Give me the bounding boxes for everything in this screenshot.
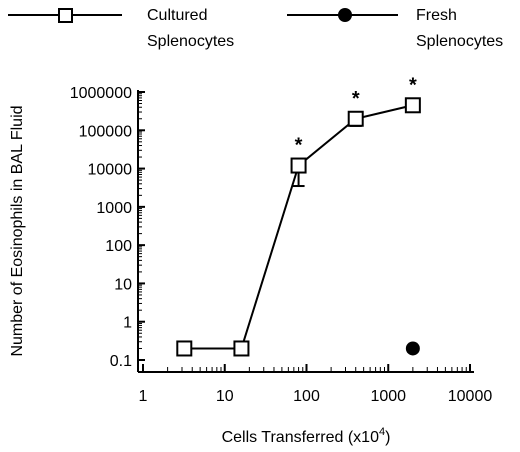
legend-marker-open-square: [58, 8, 73, 23]
series-fresh: [405, 341, 420, 356]
legend-label-cultured-line2: Splenocytes: [147, 33, 234, 50]
legend-item-fresh: Fresh Splenocytes: [287, 7, 503, 50]
y-tick-label: 1000000: [70, 85, 132, 102]
significance-asterisk: *: [409, 74, 417, 96]
legend-label-fresh-line2: Splenocytes: [416, 33, 503, 50]
data-point-square: [290, 157, 307, 174]
y-tick-label: 100: [105, 238, 132, 255]
legend-label-cultured-line1: Cultured: [147, 7, 207, 24]
x-tick-label: 10: [216, 388, 234, 405]
x-tick-label: 1000: [370, 388, 406, 405]
axes: 0.1 1 10 100 1000 10000 100000 1000000 1 10 100 10…: [70, 85, 493, 405]
legend-item-cultured: Cultured Splenocytes: [8, 7, 234, 50]
legend: Cultured Splenocytes Fresh Splenocytes: [8, 7, 503, 50]
data-point-circle: [405, 341, 420, 356]
y-axis-title: Number of Eosinophils in BAL Fluid: [9, 105, 26, 356]
y-tick-label: 1: [123, 315, 132, 332]
y-tick-label: 1000: [96, 200, 132, 217]
x-axis-title-exponent: 4: [379, 426, 385, 438]
x-ticks: 1 10 100 1000 10000: [139, 364, 493, 405]
significance-asterisk: *: [352, 88, 360, 110]
legend-label-fresh-line1: Fresh: [416, 7, 457, 24]
data-point-square: [404, 97, 421, 114]
significance-asterisk: *: [295, 135, 303, 157]
data-point-square: [233, 340, 250, 357]
x-axis-title-close: ): [385, 429, 390, 446]
plot-area: * * *: [176, 74, 421, 357]
x-tick-label: 1: [139, 388, 148, 405]
x-tick-label: 10000: [448, 388, 493, 405]
x-axis-title: Cells Transferred (x104): [222, 426, 391, 446]
y-tick-label: 100000: [79, 123, 132, 140]
y-tick-label: 0.1: [110, 353, 132, 370]
legend-marker-filled-circle: [338, 8, 352, 22]
data-point-square: [347, 110, 364, 127]
series-cultured: * * *: [176, 74, 421, 357]
data-point-square: [176, 340, 193, 357]
x-axis-title-main: Cells Transferred (x10: [222, 429, 379, 446]
y-ticks: 0.1 1 10 100 1000 10000 100000 1000000: [70, 85, 145, 370]
y-tick-label: 10000: [88, 162, 133, 179]
y-tick-label: 10: [114, 276, 132, 293]
x-tick-label: 100: [293, 388, 320, 405]
